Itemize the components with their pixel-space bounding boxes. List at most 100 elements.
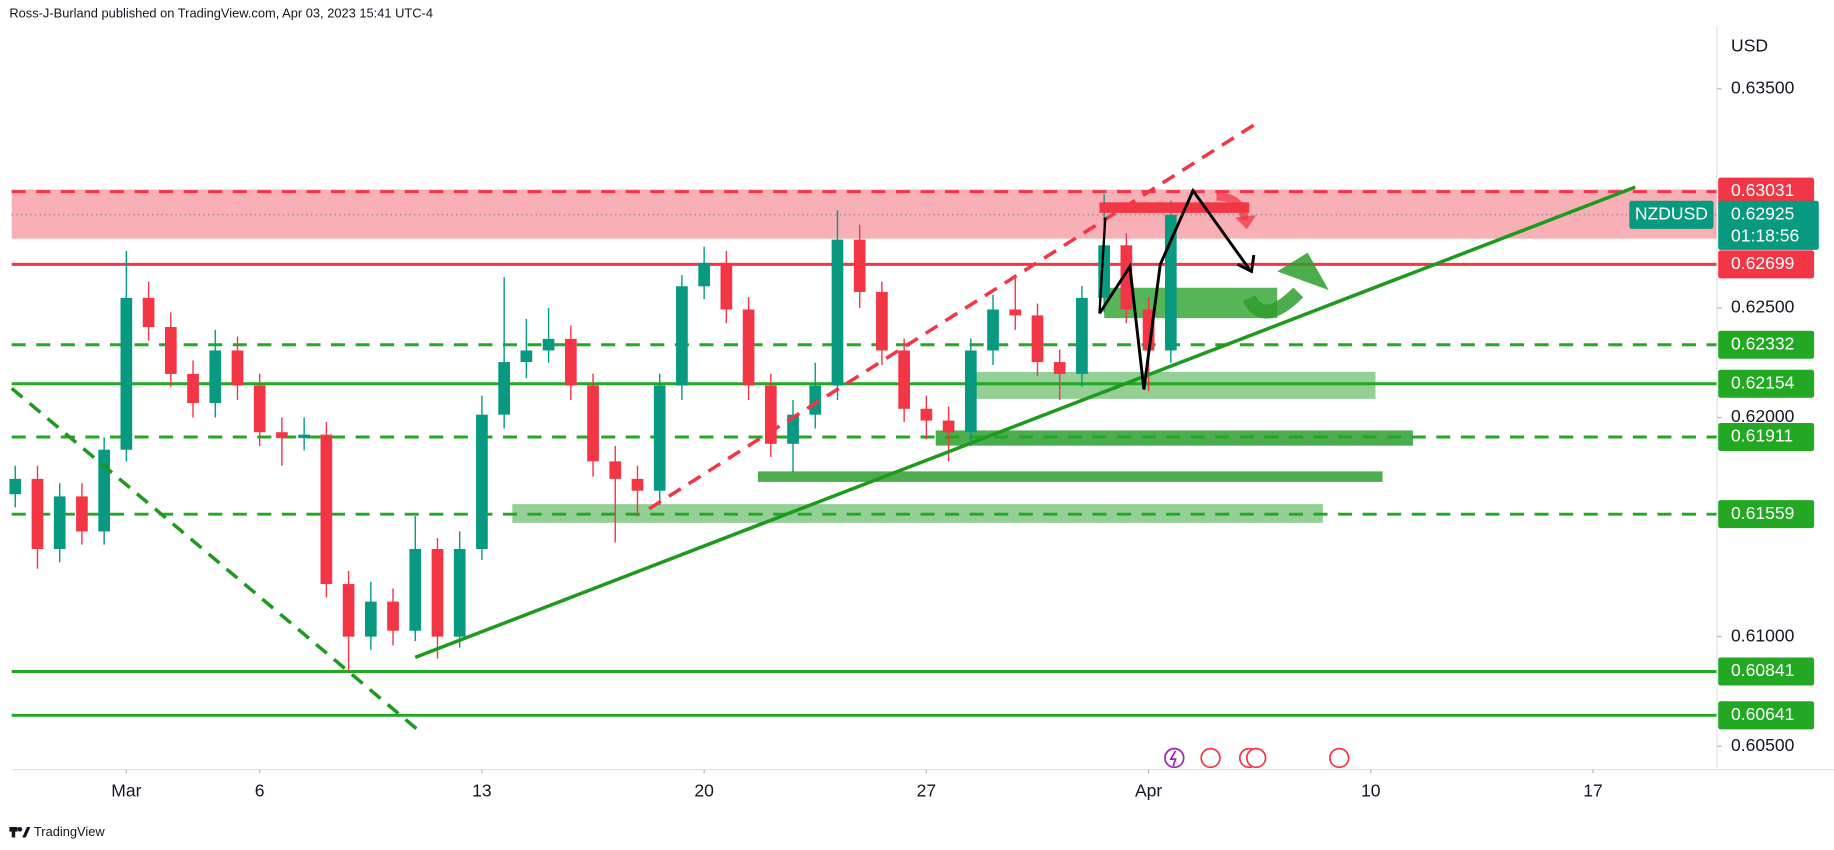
publisher: Ross-J-Burland published on TradingView.… — [9, 5, 433, 20]
candle-body — [831, 239, 844, 386]
candle-body — [431, 548, 444, 637]
level-label: 0.62699 — [1731, 253, 1794, 273]
candle-body — [1120, 245, 1133, 310]
candle-body — [676, 286, 688, 386]
curved-arrow — [1216, 192, 1249, 221]
candle-body — [587, 385, 599, 462]
level-label: 0.60641 — [1731, 704, 1794, 724]
level-label: 0.60841 — [1731, 660, 1794, 680]
event-icon[interactable] — [1329, 747, 1350, 769]
candle-body — [9, 478, 22, 495]
brand: TradingView — [34, 824, 105, 839]
x-tick-label: Apr — [1135, 781, 1162, 801]
level-label-box — [1718, 177, 1815, 206]
candle-body — [1142, 309, 1155, 351]
x-tick-label: Mar — [111, 781, 141, 801]
projection-path — [1098, 187, 1251, 390]
candle-body — [1164, 214, 1177, 351]
candle-body — [498, 362, 510, 415]
event-icon[interactable] — [1200, 747, 1221, 769]
candle-body — [631, 478, 644, 491]
symbol-label-box — [1629, 200, 1714, 229]
x-tick-label: 13 — [472, 781, 492, 801]
candle-body — [31, 478, 44, 549]
curved-arrow — [1242, 287, 1304, 319]
x-tick-label: 17 — [1583, 781, 1603, 801]
event-icon[interactable] — [1245, 747, 1267, 769]
level-label: 0.61911 — [1731, 426, 1793, 446]
candle-body — [720, 262, 733, 310]
candle-body — [987, 309, 999, 351]
level-label-box — [1718, 250, 1815, 279]
level-label: 0.62154 — [1731, 372, 1795, 392]
candle-body — [342, 584, 355, 637]
support-box — [512, 504, 1323, 523]
candles — [9, 194, 1177, 672]
candle-body — [964, 350, 977, 433]
logo-part — [11, 826, 16, 838]
last-price-label: 0.62925 — [1731, 203, 1795, 223]
candle-body — [809, 385, 822, 415]
y-tick-label: 0.62000 — [1731, 406, 1795, 426]
arrow-head — [1236, 254, 1256, 274]
x-tick-label: 6 — [255, 781, 265, 801]
arrow-head — [1277, 252, 1329, 291]
candle-body — [98, 449, 110, 532]
candle-body — [387, 601, 399, 631]
candle-body — [942, 420, 955, 433]
candle-body — [1031, 315, 1044, 363]
candle-body — [364, 601, 377, 637]
candle-body — [276, 432, 288, 439]
candle-body — [53, 496, 66, 549]
level-label-box — [1718, 369, 1815, 398]
candle-body — [520, 350, 533, 363]
candle-body — [609, 461, 622, 479]
y-tick-label: 0.62500 — [1731, 297, 1795, 317]
candle-body — [1009, 309, 1022, 316]
candle-body — [76, 496, 88, 532]
logo-part — [22, 826, 31, 838]
candle-body — [409, 548, 422, 631]
trend-line — [414, 185, 1636, 659]
last-price-box — [1718, 200, 1819, 250]
x-tick-label: 10 — [1361, 781, 1381, 801]
x-tick-label: 27 — [917, 781, 937, 801]
resistance-box — [1099, 202, 1250, 213]
level-label: 0.62332 — [1731, 333, 1794, 353]
candle-body — [564, 338, 577, 386]
level-label-box — [1718, 701, 1815, 730]
candle-body — [253, 385, 266, 433]
logo-part — [17, 826, 23, 832]
candle-body — [1053, 362, 1066, 374]
event-icons — [1164, 747, 1350, 769]
brand-logo — [9, 826, 31, 838]
candle-body — [231, 350, 244, 386]
currency: USD — [1731, 35, 1768, 55]
candle-body — [1076, 297, 1088, 374]
candle-body — [142, 297, 155, 328]
level-label-box — [1718, 657, 1815, 686]
candle-body — [698, 262, 710, 287]
candle-body — [542, 338, 555, 351]
y-tick-label: 0.60500 — [1731, 735, 1795, 755]
candle-body — [209, 350, 222, 404]
candle-body — [187, 373, 199, 404]
candle-body — [164, 327, 177, 374]
resistance-zone — [11, 189, 1718, 239]
countdown: 01:18:56 — [1731, 226, 1799, 246]
trend-line — [10, 386, 425, 736]
candle-body — [1098, 245, 1110, 298]
candle-body — [853, 239, 866, 292]
candle-body — [742, 309, 755, 386]
level-label-box — [1718, 422, 1815, 452]
drawings-back — [11, 189, 1718, 523]
candle-body — [320, 434, 333, 585]
event-icon[interactable] — [1164, 747, 1185, 769]
y-tick-label: 0.63500 — [1731, 77, 1795, 97]
candle-body — [453, 548, 466, 637]
candle-body — [898, 350, 910, 409]
level-label: 0.63031 — [1731, 180, 1794, 200]
y-tick-label: 0.61000 — [1731, 625, 1795, 645]
